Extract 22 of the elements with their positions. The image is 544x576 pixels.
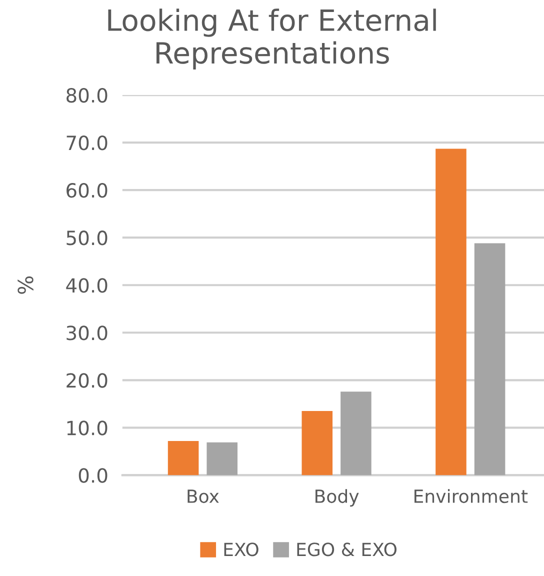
bar — [206, 442, 238, 476]
y-axis-title: % — [18, 276, 34, 294]
y-tick-label: 20.0 — [66, 373, 108, 388]
legend-label: EGO & EXO — [297, 542, 396, 556]
y-tick-label: 40.0 — [66, 278, 108, 293]
x-tick-label: Environment — [414, 489, 528, 504]
y-tick-label: 0.0 — [78, 468, 108, 483]
x-tick-label: Box — [188, 490, 219, 504]
x-tick-label: Body — [316, 489, 359, 507]
bar — [436, 148, 466, 476]
y-tick-label: 10.0 — [67, 420, 108, 436]
chart-title: Looking At for External Representations — [108, 8, 436, 70]
y-tick-label: 80.0 — [66, 88, 108, 103]
y-tick-label: 50.0 — [66, 230, 108, 246]
bar — [168, 440, 199, 476]
bar — [474, 243, 506, 476]
y-tick-label: 60.0 — [66, 183, 108, 198]
bar — [302, 411, 333, 476]
legend-label: EXO — [224, 542, 258, 556]
y-tick-label: 30.0 — [66, 326, 108, 340]
bar — [340, 392, 372, 476]
y-tick-label: 70.0 — [66, 136, 108, 150]
